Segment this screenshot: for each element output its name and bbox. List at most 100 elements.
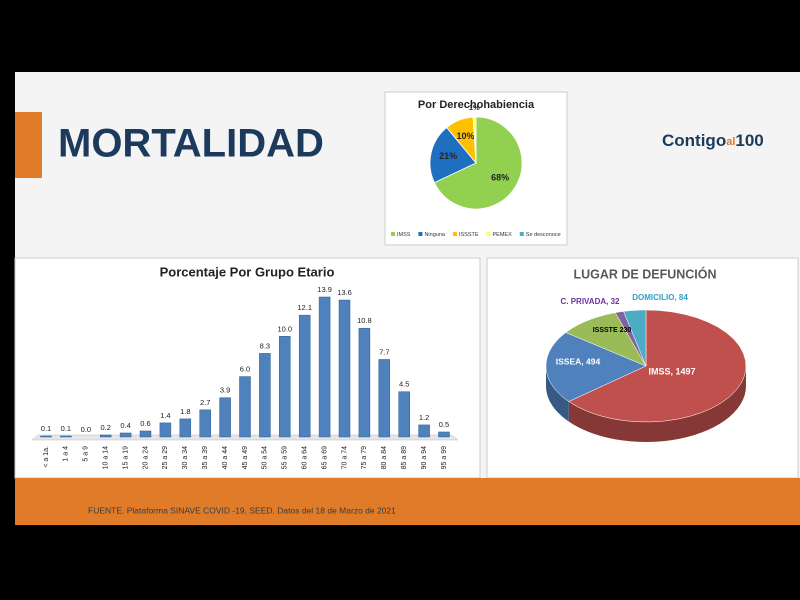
data-label: 0.6 — [140, 419, 150, 428]
pie-slice — [433, 116, 523, 210]
data-label: 3.9 — [220, 386, 230, 395]
x-tick-label: 30 a 34 — [182, 446, 189, 469]
data-label: 7.7 — [379, 347, 389, 356]
pie-slice — [565, 312, 647, 367]
x-tick-label: 85 a 89 — [401, 446, 408, 469]
data-label: 0.2 — [100, 423, 110, 432]
bar — [40, 435, 52, 438]
legend-label: Ninguna — [424, 232, 445, 238]
legend-swatch — [452, 232, 457, 236]
legend-swatch — [486, 232, 491, 236]
data-label: C. PRIVADA, 32 — [561, 297, 621, 306]
bar — [159, 422, 172, 438]
x-tick-label: 80 a 84 — [381, 446, 388, 469]
pie-slice — [568, 309, 747, 423]
data-label: 21% — [439, 151, 457, 161]
logo-word: Contigo — [662, 131, 726, 150]
pie-slice — [472, 116, 477, 164]
pie-slice — [614, 311, 647, 367]
data-label: 12.1 — [297, 303, 312, 312]
x-tick-label: 50 a 54 — [262, 446, 269, 469]
x-tick-label: 25 a 29 — [162, 446, 169, 469]
data-label: ISSSTE 230 — [593, 327, 632, 334]
bar — [398, 391, 410, 438]
x-tick-label: 5 a 9 — [83, 446, 90, 462]
chart-title: Por Derechohabiencia — [418, 99, 535, 111]
x-tick-label: 55 a 59 — [282, 446, 289, 469]
data-label: 0.0 — [81, 425, 91, 434]
bar — [438, 431, 450, 438]
legend-swatch — [391, 232, 395, 236]
data-label: 6.0 — [240, 365, 250, 374]
slice-side — [546, 366, 569, 422]
bar — [358, 327, 371, 438]
x-tick-label: 60 a 64 — [302, 446, 309, 469]
bar — [259, 353, 271, 438]
x-tick-label: 45 a 49 — [242, 446, 249, 469]
data-label: ISSEA, 494 — [556, 356, 601, 366]
slice-side — [568, 366, 746, 442]
legend-swatch — [418, 232, 423, 236]
data-label: 1% — [469, 103, 480, 112]
footer-text: FUENTE. Plataforma SINAVE COVID -19, SEE… — [88, 505, 396, 515]
x-tick-label: 35 a 39 — [202, 446, 209, 469]
data-label: 13.6 — [337, 288, 352, 297]
data-label: IMSS, 1497 — [648, 366, 695, 376]
bar — [199, 409, 211, 438]
x-tick-label: 10 a 14 — [103, 446, 110, 469]
legend-label: ISSSTE — [459, 232, 479, 238]
data-label: 10% — [456, 131, 474, 141]
x-tick-label: 1 a 4 — [63, 446, 70, 462]
legend-label: Se desconoce — [526, 232, 561, 238]
x-tick-label: < a 1a. — [43, 446, 50, 468]
bar — [60, 435, 72, 438]
data-label: 10.0 — [277, 324, 292, 333]
data-label: 0.1 — [61, 424, 71, 433]
bar — [99, 434, 112, 438]
data-label: 1.2 — [419, 413, 429, 422]
x-tick-label: 70 a 74 — [341, 446, 348, 469]
bar — [219, 397, 231, 438]
bar — [139, 430, 152, 438]
chart-title: Porcentaje Por Grupo Etario — [160, 264, 335, 279]
legend-label: PEMEX — [493, 232, 513, 238]
logo-word: 100 — [735, 131, 763, 150]
bar — [318, 296, 331, 438]
bar-card — [14, 257, 481, 479]
logo: Contigoal100 — [662, 131, 764, 150]
bar — [119, 432, 132, 438]
data-label: 2.7 — [200, 398, 210, 407]
bar — [298, 314, 311, 438]
x-tick-label: 20 a 24 — [142, 446, 149, 469]
data-label: 1.4 — [160, 411, 170, 420]
data-label: 0.1 — [41, 424, 51, 433]
x-tick-label: 15 a 19 — [122, 446, 129, 469]
bar — [378, 359, 391, 438]
x-tick-label: 90 a 94 — [421, 446, 428, 469]
bar — [239, 376, 251, 438]
data-label: 1.8 — [180, 407, 190, 416]
legend-swatch — [519, 232, 524, 236]
data-label: 0.4 — [120, 421, 130, 430]
bar — [338, 299, 351, 438]
x-tick-label: 40 a 44 — [222, 446, 229, 469]
data-label: DOMICILIO, 84 — [632, 293, 688, 302]
data-label: 10.8 — [357, 316, 372, 325]
pie-slice — [545, 332, 647, 402]
bar — [418, 424, 430, 438]
axis-floor — [31, 434, 459, 441]
data-label: 4.5 — [399, 380, 409, 389]
data-label: 13.9 — [317, 285, 332, 294]
bar — [279, 336, 291, 438]
chart-title: LUGAR DE DEFUNCIÓN — [573, 266, 716, 281]
accent-block — [15, 112, 42, 178]
x-tick-label: 95 a 99 — [441, 446, 448, 469]
x-tick-label: 75 a 79 — [361, 446, 368, 469]
pie-slice — [623, 309, 647, 367]
legend-label: IMSS — [397, 232, 411, 238]
data-label: 0.5 — [439, 420, 449, 429]
x-tick-label: 65 a 69 — [321, 446, 328, 469]
data-label: 68% — [491, 173, 509, 183]
